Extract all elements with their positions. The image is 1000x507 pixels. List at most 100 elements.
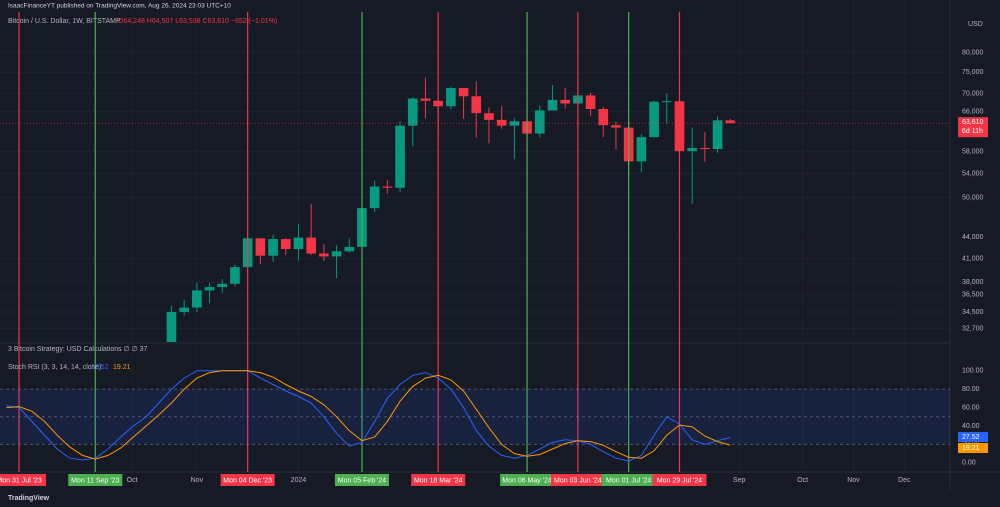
- candle-body: [280, 239, 291, 250]
- signal-label-bg: [500, 474, 555, 486]
- symbol-title: Bitcoin / U.S. Dollar, 1W, BITSTAMP: [8, 18, 121, 25]
- candle-body: [268, 239, 278, 256]
- legend-value: 19.21: [113, 364, 131, 371]
- x-tick-label: Dec: [898, 477, 911, 484]
- price-tag: 63,610: [962, 119, 984, 126]
- candle-body: [192, 290, 202, 308]
- y-tick-label: 75,000: [962, 69, 984, 76]
- signal-label: Mon 11 Sep '23: [71, 477, 119, 484]
- value-tag: 27.52: [962, 434, 980, 441]
- signal-label-bg: [652, 474, 707, 486]
- candle-body: [687, 147, 698, 152]
- indicator-title: Stoch RSI (3, 3, 14, 14, close): [8, 364, 101, 371]
- y-tick-label: 40.00: [962, 423, 980, 430]
- value-tag: 19.21: [962, 445, 980, 452]
- candle-body: [407, 98, 418, 126]
- signal-label-bg: [550, 474, 605, 486]
- y-tick-label: 38,000: [962, 279, 984, 286]
- signal-label-bg: [334, 474, 389, 486]
- candle-body: [369, 186, 380, 209]
- candle-body: [319, 253, 329, 257]
- candle-body: [458, 87, 469, 97]
- candle-body: [471, 96, 482, 114]
- candle-body: [217, 283, 228, 288]
- signal-label: Mon 31 Jul '23: [0, 477, 42, 484]
- x-tick-label: Sep: [733, 477, 746, 484]
- y-tick-label: 32,700: [962, 325, 984, 332]
- signal-label: Mon 18 Mar '24: [414, 477, 463, 484]
- x-tick-label: Nov: [191, 477, 204, 484]
- plot-layer: 32,700 34,500 36,500 38,000 41,000 44,000 50,0…: [0, 12, 988, 486]
- candle-body: [344, 246, 355, 252]
- x-tick-label: Oct: [127, 477, 138, 484]
- candle-body: [509, 121, 520, 126]
- signal-label: Mon 03 Jun '24: [554, 477, 602, 484]
- signal-label-bg: [0, 474, 47, 486]
- x-tick-label: Nov: [847, 477, 860, 484]
- candle-body: [611, 125, 621, 128]
- candle-body: [446, 87, 456, 107]
- y-tick-label: 34,500: [962, 309, 984, 316]
- signal-label: Mon 04 Dec '23: [223, 477, 272, 484]
- publisher: IsaacFinanceYT published on TradingView.…: [8, 3, 231, 10]
- y-tick-label: 60.00: [962, 404, 980, 411]
- signal-label: Mon 01 Jul '24: [606, 477, 651, 484]
- y-tick-label: 0.00: [962, 460, 976, 467]
- candle-body: [725, 120, 736, 124]
- y-tick-label: 80,000: [962, 49, 984, 56]
- candle-body: [534, 110, 545, 134]
- legend-value: 27.52: [91, 364, 109, 371]
- candle-body: [649, 101, 659, 138]
- y-tick-label: 100.00: [962, 368, 984, 375]
- candle-body: [484, 113, 494, 120]
- price-tag-bg: [958, 117, 988, 138]
- y-tick-label: 66,000: [962, 109, 984, 116]
- candle-body: [255, 238, 266, 256]
- signal-label: Mon 06 May '24: [502, 477, 552, 484]
- candle-body: [331, 251, 342, 257]
- candle-body: [306, 237, 316, 254]
- y-tick-label: 58,000: [962, 149, 984, 156]
- candle-body: [712, 120, 723, 150]
- candle-body: [166, 311, 177, 342]
- candle-body: [560, 99, 570, 104]
- y-tick-label: 44,000: [962, 234, 984, 241]
- candle-body: [547, 99, 558, 111]
- y-tick-label: 50,000: [962, 194, 984, 201]
- ohlc-label: O64,248 H64,507 L63,538 C63,610 −652 (−1…: [118, 18, 277, 25]
- x-tick-label: 2024: [291, 477, 307, 484]
- signal-label: Mon 05 Feb '24: [338, 477, 387, 484]
- rsi-line: [6, 370, 731, 462]
- signal-label-bg: [411, 474, 466, 486]
- candle-body: [661, 101, 672, 103]
- y-tick-label: 70,000: [962, 90, 984, 97]
- candle-body: [293, 237, 304, 250]
- candle-body: [230, 267, 240, 284]
- signal-label-bg: [601, 474, 656, 486]
- candle-body: [585, 95, 596, 110]
- y-tick-label: 41,000: [962, 256, 984, 263]
- y-tick-label: 54,000: [962, 171, 984, 178]
- candle-body: [636, 137, 647, 162]
- y-tick-label: 36,500: [962, 291, 984, 298]
- price-countdown: 6d 11h: [962, 128, 983, 135]
- y-tick-label: 80.00: [962, 386, 980, 393]
- candle-body: [204, 287, 215, 291]
- signal-label-bg: [68, 474, 123, 486]
- candle-body: [382, 186, 393, 188]
- currency: USD: [968, 21, 983, 28]
- value-tag-bg: [958, 432, 988, 442]
- rsi-line: [6, 370, 731, 460]
- candle-body: [395, 125, 405, 188]
- candle-body: [700, 147, 710, 150]
- candle-body: [179, 307, 189, 312]
- strategy-label: 3 Bitcoin Strategy: USD Calculations ∅ ∅…: [8, 346, 148, 353]
- value-tag-bg: [958, 443, 988, 453]
- signal-label-bg: [220, 474, 275, 486]
- candle-body: [420, 98, 431, 101]
- brand: TradingView: [8, 495, 50, 502]
- candle-body: [598, 109, 609, 126]
- x-tick-label: Oct: [797, 477, 808, 484]
